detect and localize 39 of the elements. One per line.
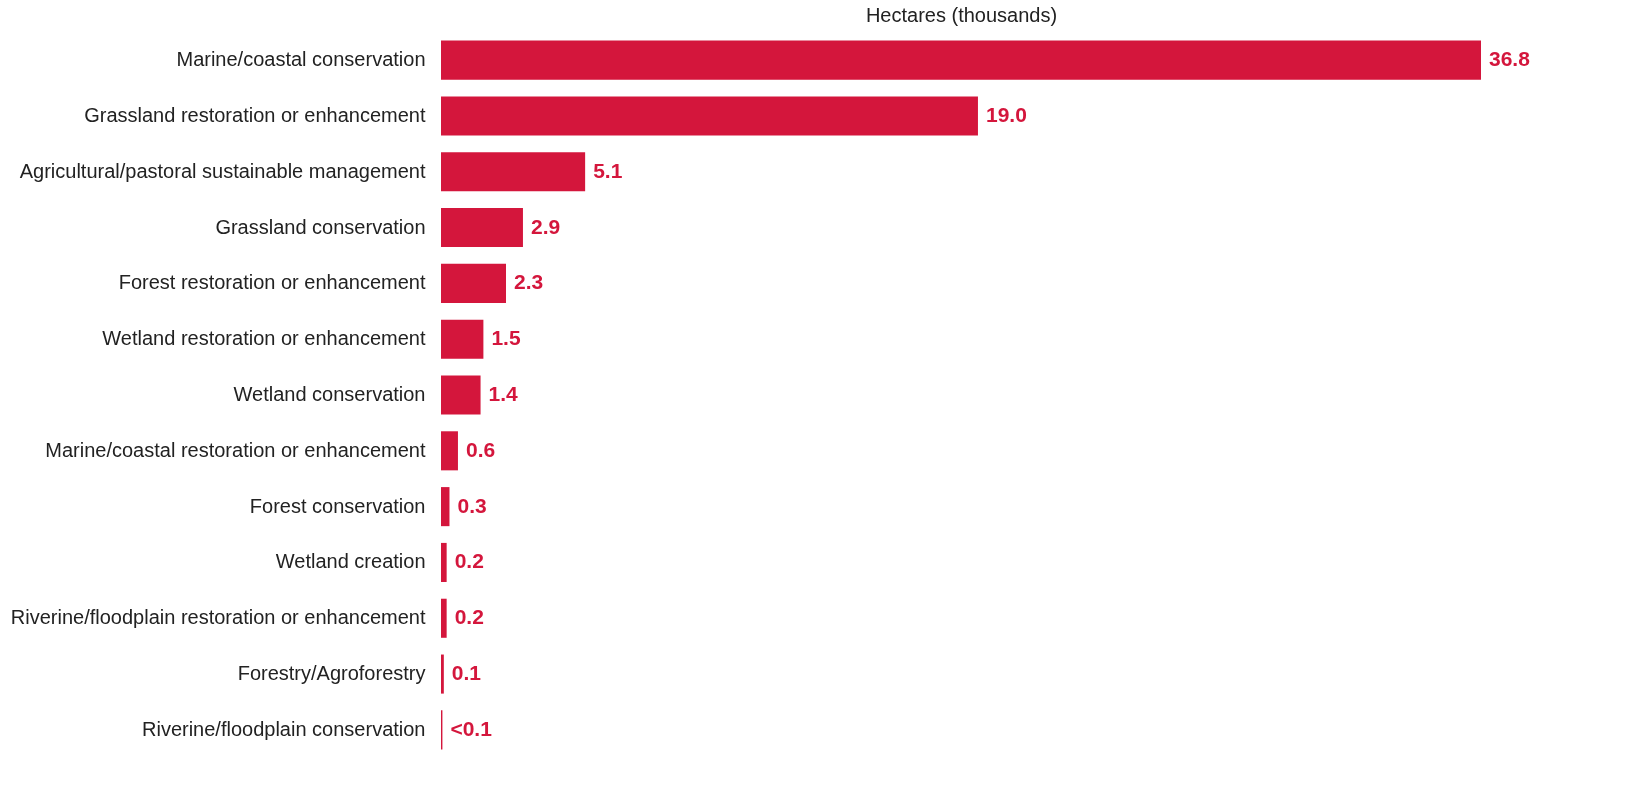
y-tick-label: Forest restoration or enhancement (118, 271, 426, 294)
data-label: 5.1 (593, 158, 623, 182)
bar (441, 96, 978, 136)
y-tick-label: Marine/coastal restoration or enhancement (45, 438, 426, 461)
data-label: 0.2 (454, 605, 484, 629)
data-label: 2.9 (530, 214, 561, 238)
bar (441, 487, 450, 527)
bar (441, 319, 484, 359)
y-tick-label: Wetland creation (275, 550, 426, 573)
data-label: 0.2 (454, 549, 484, 573)
bar (441, 375, 481, 415)
data-label: 0.3 (457, 493, 487, 517)
data-label: 1.4 (488, 382, 519, 405)
data-label: 19.0 (985, 102, 1027, 126)
data-label: 36.8 (1489, 47, 1531, 71)
data-label: 0.6 (465, 437, 496, 461)
x-axis-title: Hectares (thousands) (865, 3, 1058, 26)
data-label: 0.1 (451, 661, 482, 685)
y-tick-label: Forest conservation (249, 494, 426, 517)
bar (441, 152, 586, 192)
y-tick-label: Grassland conservation (215, 215, 426, 238)
y-tick-label: Grassland restoration or enhancement (84, 103, 426, 126)
y-tick-label: Forestry/Agroforestry (237, 662, 426, 685)
y-tick-label: Agricultural/pastoral sustainable management (19, 159, 426, 182)
y-tick-label: Wetland conservation (233, 383, 426, 405)
bar (441, 542, 447, 582)
bar (441, 40, 1481, 80)
bar (441, 263, 506, 303)
y-tick-label: Riverine/floodplain restoration or enhancement (10, 606, 426, 629)
y-tick-label: Wetland restoration or enhancement (102, 327, 426, 350)
data-label: 1.5 (491, 326, 521, 350)
bar (441, 431, 458, 471)
y-tick-label: Marine/coastal conservation (176, 48, 426, 71)
y-tick-label: Riverine/floodplain conservation (142, 717, 426, 740)
data-label: <0.1 (450, 716, 493, 740)
data-label: 2.3 (514, 270, 544, 294)
bar (441, 208, 523, 248)
bar (441, 598, 447, 638)
bar (441, 654, 444, 694)
